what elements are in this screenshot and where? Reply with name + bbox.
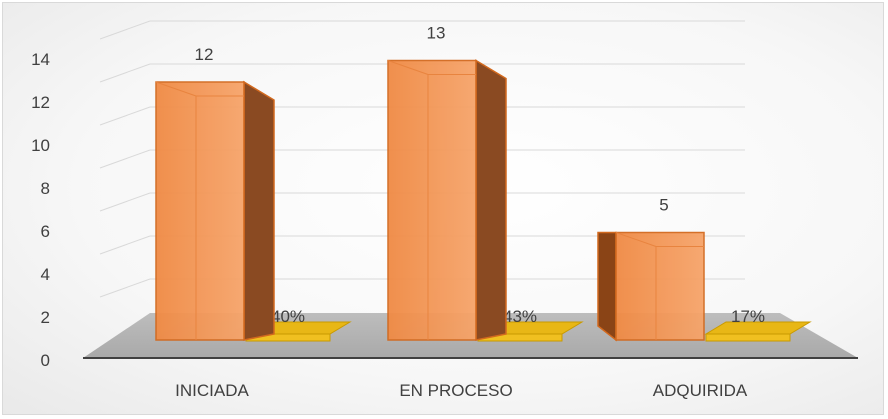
- pct-label: 43%: [503, 307, 537, 326]
- bar: [387, 59, 477, 341]
- bar-inner-edge: [615, 232, 657, 247]
- category-labels: INICIADA EN PROCESO ADQUIRIDA: [175, 381, 748, 400]
- bar-group: 17% 5: [597, 196, 812, 342]
- y-tick-label: 0: [41, 351, 50, 370]
- y-tick-label: 14: [31, 50, 50, 69]
- category-label: INICIADA: [175, 381, 249, 400]
- y-tick-label: 12: [31, 93, 50, 112]
- bar-side: [243, 80, 275, 341]
- pct-label: 40%: [271, 307, 305, 326]
- pct-bar: [705, 333, 791, 342]
- category-label: ADQUIRIDA: [653, 381, 748, 400]
- bar-inner-edge: [387, 60, 429, 75]
- bar: [615, 231, 705, 341]
- y-tick-label: 6: [41, 222, 50, 241]
- bar-value-label: 13: [427, 24, 446, 43]
- bar: [155, 81, 245, 341]
- gridline-side: [99, 278, 151, 298]
- y-tick-label: 8: [41, 179, 50, 198]
- bar-value-label: 5: [659, 196, 668, 215]
- gridline-side: [99, 235, 151, 255]
- gridline-side: [99, 192, 151, 212]
- gridline-side: [99, 106, 151, 126]
- y-tick-label: 4: [41, 265, 50, 284]
- bars: 40% 12 43% 13 17% 5: [155, 24, 812, 342]
- y-tick-label: 2: [41, 308, 50, 327]
- gridline-side: [99, 20, 151, 40]
- y-axis-ticks: 0 2 4 6 8 10 12 14: [31, 50, 50, 370]
- bar-group: 43% 13: [387, 24, 584, 342]
- pct-label: 17%: [731, 307, 765, 326]
- y-tick-label: 10: [31, 136, 50, 155]
- bar-group: 40% 12: [155, 45, 352, 342]
- category-label: EN PROCESO: [399, 381, 512, 400]
- bar-side: [597, 231, 617, 342]
- bar-side: [475, 59, 507, 341]
- bar-value-label: 12: [195, 45, 214, 64]
- bar-inner-edge: [155, 81, 197, 97]
- gridline-side: [99, 149, 151, 169]
- gridline-side: [99, 63, 151, 83]
